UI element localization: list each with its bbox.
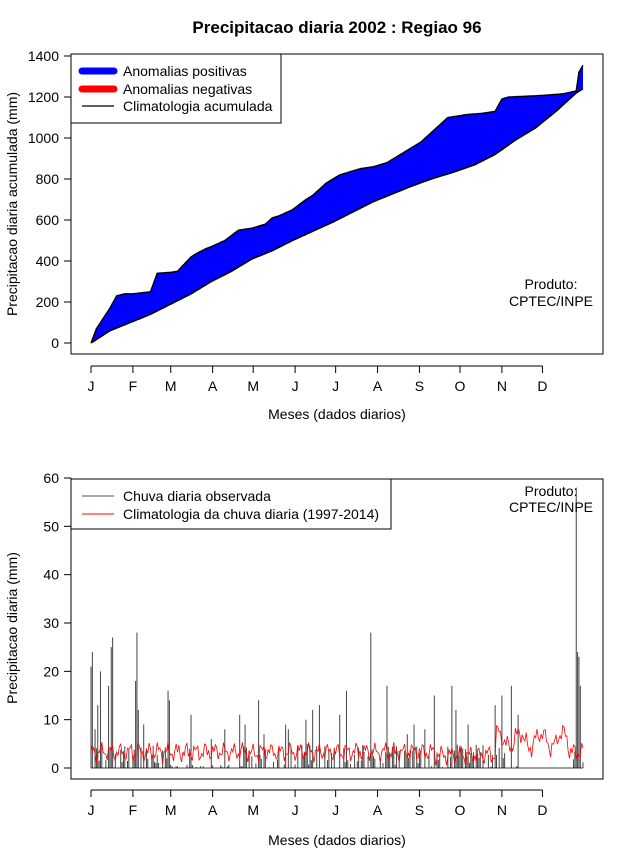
- legend-label-negative: Anomalias negativas: [123, 81, 252, 97]
- daily-y-tick-label-60: 60: [43, 470, 59, 486]
- cumulative-product-label-line2: CPTEC/INPE: [509, 293, 593, 309]
- daily-x-tick-label-10: O: [455, 802, 466, 818]
- daily-y-tick-label-30: 30: [43, 615, 59, 631]
- daily-x-tick-label-2: F: [129, 802, 138, 818]
- cumulative-legend: Anomalias positivas Anomalias negativas …: [70, 53, 282, 124]
- cumulative-panel: 0 200 400 600 800 1000 1200 1400 J F M A M J J A S O N D M…: [4, 48, 604, 422]
- cumulative-y-axis-label: Precipitacao diaria acumulada (mm): [4, 92, 20, 316]
- daily-x-tick-label-3: M: [165, 802, 177, 818]
- cumulative-x-tick-label-1: J: [88, 378, 95, 394]
- cumulative-x-tick-label-3: M: [165, 378, 177, 394]
- cumulative-x-tick-label-8: A: [373, 378, 383, 394]
- daily-x-tick-label-9: S: [415, 802, 424, 818]
- legend-label-positive: Anomalias positivas: [123, 63, 247, 79]
- cumulative-y-tick-label-800: 800: [36, 171, 60, 187]
- cumulative-x-tick-label-4: A: [208, 378, 218, 394]
- daily-x-tick-label-11: N: [497, 802, 507, 818]
- observed-cumulative-line: [90, 64, 584, 344]
- cumulative-y-tick-label-1400: 1400: [28, 48, 59, 64]
- cumulative-x-tick-label-6: J: [292, 378, 299, 394]
- daily-x-tick-label-12: D: [537, 802, 547, 818]
- daily-legend-box: [70, 478, 392, 530]
- cumulative-plot-area: [90, 64, 584, 344]
- cumulative-y-axis: 0 200 400 600 800 1000 1200 1400: [28, 48, 72, 351]
- cumulative-y-tick-label-1200: 1200: [28, 89, 59, 105]
- cumulative-x-tick-label-7: J: [332, 378, 339, 394]
- cumulative-y-tick-label-0: 0: [51, 335, 59, 351]
- daily-y-axis-label: Precipitacao diaria (mm): [4, 552, 20, 704]
- daily-y-axis: 0 10 20 30 40 50 60: [43, 470, 72, 776]
- cumulative-x-tick-label-9: S: [415, 378, 424, 394]
- cumulative-x-tick-label-12: D: [537, 378, 547, 394]
- daily-y-tick-label-40: 40: [43, 567, 59, 583]
- cumulative-x-tick-label-10: O: [455, 378, 466, 394]
- cumulative-x-tick-label-5: M: [247, 378, 259, 394]
- daily-y-tick-label-20: 20: [43, 663, 59, 679]
- daily-plot-area: [90, 487, 584, 769]
- daily-legend: Chuva diaria observada Climatologia da c…: [70, 478, 392, 530]
- chart-title: Precipitacao diaria 2002 : Regiao 96: [192, 18, 481, 37]
- legend-label-daily-climatology: Climatologia da chuva diaria (1997-2014): [123, 506, 379, 522]
- daily-y-tick-label-50: 50: [43, 518, 59, 534]
- daily-x-tick-label-5: M: [247, 802, 259, 818]
- cumulative-x-axis-label: Meses (dados diarios): [268, 406, 406, 422]
- daily-x-tick-label-7: J: [332, 802, 339, 818]
- climatology-cumulative-line: [90, 88, 584, 344]
- daily-y-tick-label-0: 0: [51, 760, 59, 776]
- daily-x-axis-label: Meses (dados diarios): [268, 832, 406, 848]
- cumulative-x-tick-label-2: F: [129, 378, 138, 394]
- daily-y-tick-label-10: 10: [43, 712, 59, 728]
- legend-label-observed: Chuva diaria observada: [123, 488, 271, 504]
- cumulative-y-tick-label-200: 200: [36, 294, 60, 310]
- daily-climatology-line: [90, 724, 584, 766]
- legend-label-climatology: Climatologia acumulada: [123, 98, 273, 114]
- cumulative-y-tick-label-400: 400: [36, 253, 60, 269]
- cumulative-product-label-line1: Produto:: [525, 276, 578, 292]
- daily-panel: 0 10 20 30 40 50 60 J F M A M J J A S O N D Meses (dados …: [4, 470, 604, 848]
- positive-anomaly-area: [91, 65, 583, 343]
- cumulative-x-tick-label-11: N: [497, 378, 507, 394]
- daily-x-tick-label-6: J: [292, 802, 299, 818]
- daily-product-label-line1: Produto:: [525, 483, 578, 499]
- cumulative-y-tick-label-600: 600: [36, 212, 60, 228]
- cumulative-y-tick-label-1000: 1000: [28, 130, 59, 146]
- daily-x-tick-label-4: A: [208, 802, 218, 818]
- daily-x-tick-label-1: J: [88, 802, 95, 818]
- daily-product-label-line2: CPTEC/INPE: [509, 499, 593, 515]
- daily-x-tick-label-8: A: [373, 802, 383, 818]
